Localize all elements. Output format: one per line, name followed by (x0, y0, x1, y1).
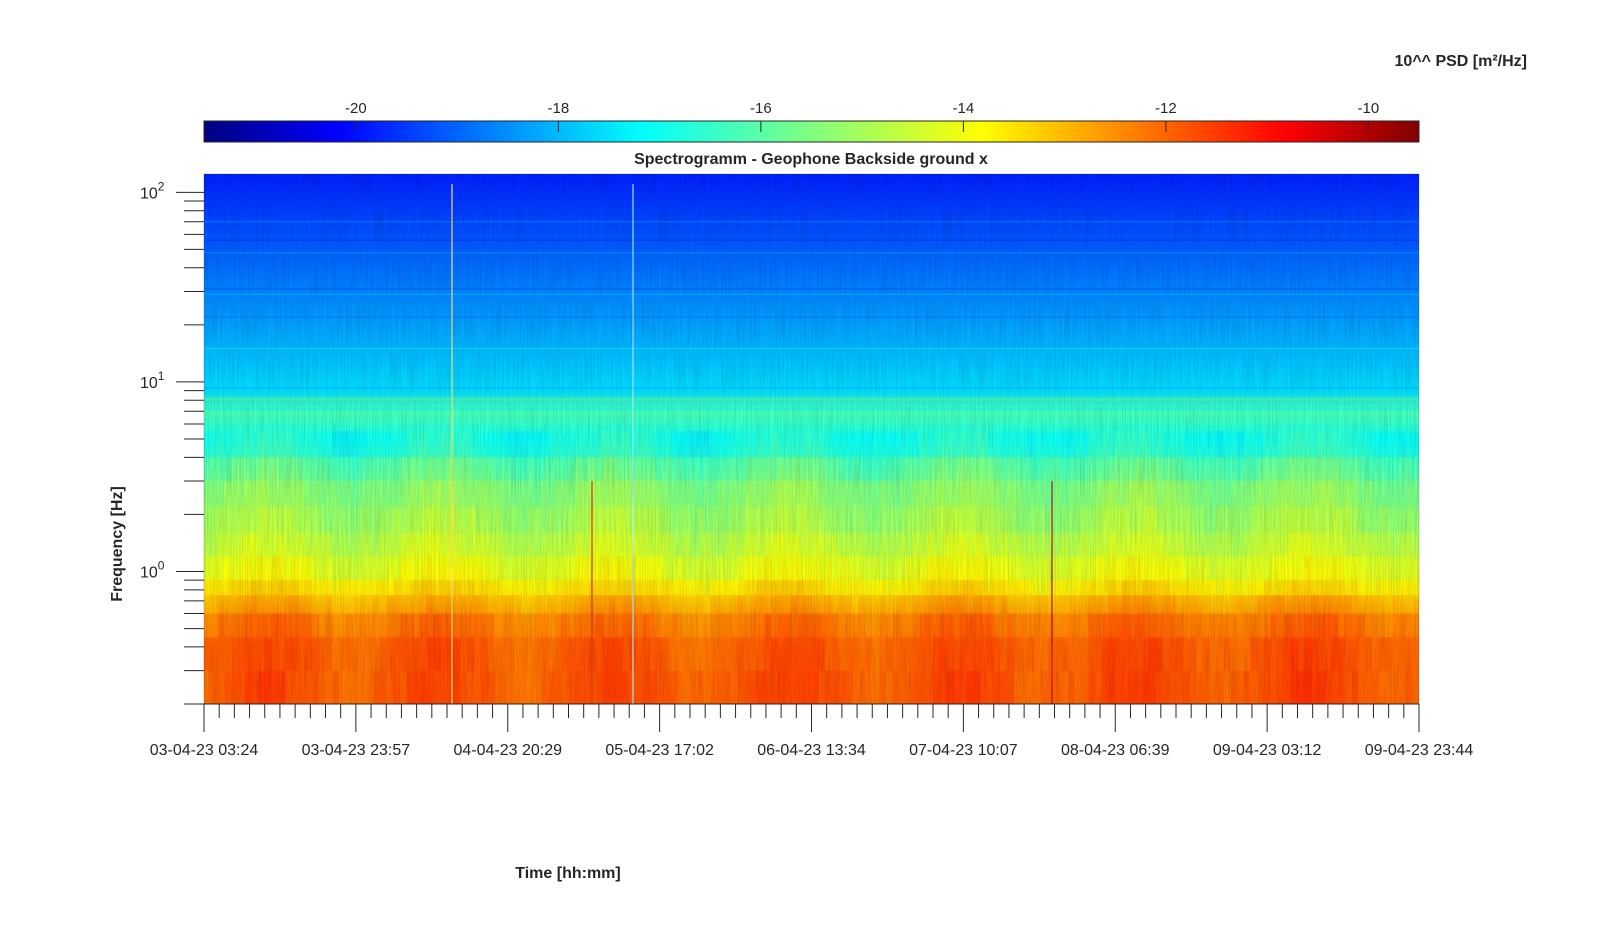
colorbar-ticks: -20 -18 -16 -14 -12 -10 (345, 100, 1379, 132)
y-tick-label: 101 (140, 369, 165, 392)
colorbar-tick-label: -18 (548, 100, 570, 117)
colorbar-tick-label: -10 (1358, 100, 1380, 117)
x-tick-label: 05-04-23 17:02 (605, 742, 714, 759)
colorbar-tick-label: -12 (1155, 100, 1177, 117)
x-tick-label: 07-04-23 10:07 (909, 742, 1018, 759)
spectrogram-grain (204, 174, 1419, 704)
x-tick-label: 03-04-23 23:57 (302, 742, 411, 759)
x-tick-label: 08-04-23 06:39 (1061, 742, 1170, 759)
x-tick-label: 06-04-23 13:34 (757, 742, 866, 759)
x-tick-label: 09-04-23 23:44 (1365, 742, 1474, 759)
y-axis: 100 101 102 (140, 179, 204, 705)
plot-frame (203, 173, 1420, 705)
colorbar-tick-label: -20 (345, 100, 367, 117)
y-tick-label: 100 (140, 559, 165, 582)
y-tick-label: 102 (140, 179, 165, 202)
y-axis-label: Frequency [Hz] (109, 486, 126, 602)
colorbar-tick-label: -14 (953, 100, 975, 117)
colorbar (203, 120, 1420, 143)
x-axis-label: Time [hh:mm] (515, 865, 620, 882)
x-tick-label: 09-04-23 03:12 (1213, 742, 1322, 759)
x-tick-label: 03-04-23 03:24 (150, 742, 259, 759)
spectrogram-image (204, 174, 1419, 704)
x-axis: 03-04-23 03:24 03-04-23 23:57 04-04-23 20:… (150, 703, 1474, 759)
colorbar-label: 10^^ PSD [m²/Hz] (1395, 53, 1527, 70)
colorbar-tick-label: -16 (750, 100, 772, 117)
chart-title: Spectrogramm - Geophone Backside ground … (634, 151, 988, 168)
x-tick-label: 04-04-23 20:29 (453, 742, 562, 759)
